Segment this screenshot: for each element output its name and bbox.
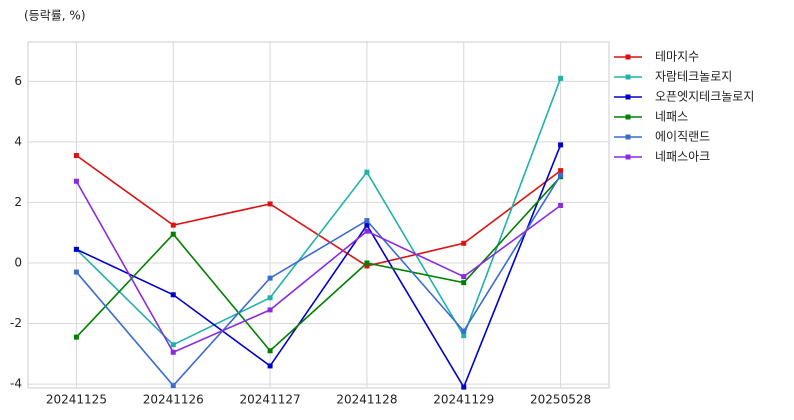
point bbox=[461, 333, 467, 339]
y-tick-label: 0 bbox=[14, 255, 22, 269]
point bbox=[170, 349, 176, 355]
legend-marker bbox=[625, 54, 631, 60]
point bbox=[461, 384, 467, 390]
legend-label: 자람테크놀로지 bbox=[655, 70, 732, 84]
point bbox=[267, 348, 273, 354]
point bbox=[73, 269, 79, 275]
legend-label: 오픈엣지테크놀로지 bbox=[655, 90, 754, 104]
series-line bbox=[75, 174, 562, 387]
point bbox=[73, 246, 79, 252]
x-tick-label: 20241129 bbox=[433, 393, 494, 407]
point bbox=[170, 222, 176, 228]
legend-label: 네패스아크 bbox=[655, 150, 710, 164]
legend-marker bbox=[625, 114, 631, 120]
point bbox=[73, 178, 79, 184]
x-tick-label: 20241127 bbox=[240, 393, 301, 407]
series-line bbox=[76, 144, 562, 389]
x-tick-label: 20250528 bbox=[530, 393, 591, 407]
point bbox=[73, 153, 79, 159]
legend-marker bbox=[625, 154, 631, 160]
x-tick-label: 20241126 bbox=[143, 393, 204, 407]
point bbox=[364, 260, 370, 266]
point bbox=[267, 363, 273, 369]
y-tick-label: -2 bbox=[10, 316, 22, 330]
point bbox=[364, 228, 370, 234]
y-tick-label: -4 bbox=[10, 377, 22, 391]
y-tick-label: 6 bbox=[14, 74, 22, 88]
point bbox=[558, 202, 564, 208]
point bbox=[558, 172, 564, 178]
series-line bbox=[75, 180, 562, 354]
y-tick-label: 4 bbox=[14, 134, 22, 148]
legend-marker bbox=[625, 134, 631, 140]
point bbox=[558, 75, 564, 81]
point bbox=[558, 168, 564, 174]
legend-label: 테마지수 bbox=[655, 50, 699, 64]
legend-label: 네패스 bbox=[655, 110, 688, 124]
point bbox=[170, 342, 176, 348]
point bbox=[170, 292, 176, 298]
legend-marker bbox=[625, 94, 631, 100]
legend-marker bbox=[625, 74, 631, 80]
point bbox=[73, 334, 79, 340]
point bbox=[461, 274, 467, 280]
x-tick-label: 20241125 bbox=[46, 393, 107, 407]
plot-frame bbox=[27, 41, 610, 389]
point bbox=[364, 222, 370, 228]
x-tick-label: 20241128 bbox=[336, 393, 397, 407]
point bbox=[267, 295, 273, 301]
point bbox=[364, 263, 370, 269]
series-line bbox=[75, 78, 562, 346]
legend-label: 에이직랜드 bbox=[655, 130, 710, 144]
point bbox=[170, 231, 176, 237]
point bbox=[364, 218, 370, 224]
point bbox=[170, 383, 176, 389]
y-axis-label: (등락률, %) bbox=[24, 9, 86, 23]
point bbox=[558, 142, 564, 148]
point bbox=[267, 275, 273, 281]
point bbox=[267, 307, 273, 313]
point bbox=[461, 280, 467, 286]
point bbox=[364, 169, 370, 175]
point bbox=[267, 201, 273, 207]
point bbox=[461, 240, 467, 246]
point bbox=[461, 328, 467, 334]
y-tick-label: 2 bbox=[14, 195, 22, 209]
